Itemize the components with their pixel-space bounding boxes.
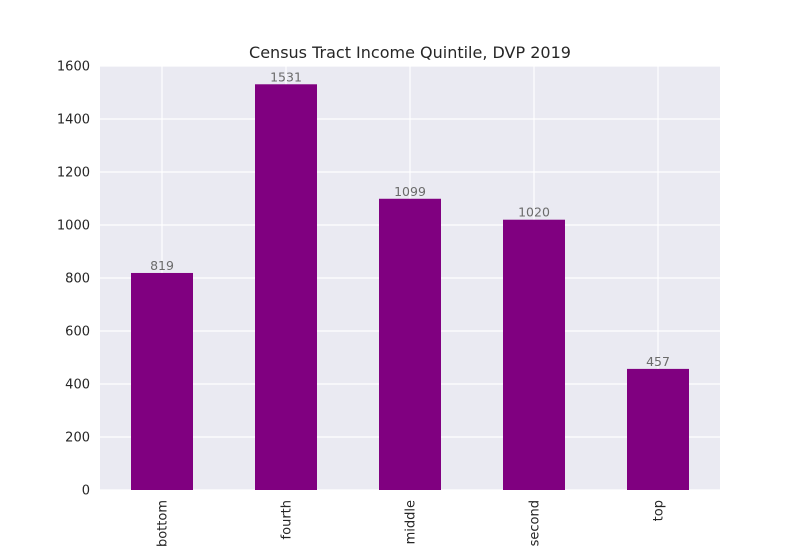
bar-top	[627, 368, 689, 490]
y-tick-label: 1400	[57, 113, 90, 128]
x-tick-label-fourth: fourth	[280, 500, 295, 539]
x-tick-label-second: second	[528, 500, 543, 546]
x-tick-label-middle: middle	[404, 500, 419, 544]
chart-title: Census Tract Income Quintile, DVP 2019	[249, 43, 571, 62]
y-tick-label: 0	[82, 484, 90, 499]
y-tick-label: 1000	[57, 219, 90, 234]
bar-fourth	[255, 84, 317, 490]
data-label-top: 457	[646, 354, 670, 369]
y-tick-label: 400	[65, 378, 90, 393]
x-axis-ticks: bottom fourth middle second top	[156, 500, 667, 547]
x-tick-label-bottom: bottom	[156, 500, 171, 547]
data-label-middle: 1099	[394, 184, 426, 199]
y-tick-label: 200	[65, 431, 90, 446]
bar-bottom	[131, 272, 193, 490]
data-label-fourth: 1531	[270, 69, 302, 84]
y-axis-ticks: 0 200 400 600 800 1000 1200 1400 1600	[57, 60, 90, 499]
bar-middle	[379, 198, 441, 490]
y-tick-label: 600	[65, 325, 90, 340]
y-tick-label: 1600	[57, 60, 90, 75]
bars	[131, 84, 689, 490]
y-tick-label: 1200	[57, 166, 90, 181]
data-labels: 819 1531 1099 1020 457	[150, 69, 670, 369]
y-tick-label: 800	[65, 272, 90, 287]
data-label-bottom: 819	[150, 258, 174, 273]
data-label-second: 1020	[518, 205, 550, 220]
x-tick-label-top: top	[652, 500, 667, 521]
bar-second	[503, 219, 565, 490]
